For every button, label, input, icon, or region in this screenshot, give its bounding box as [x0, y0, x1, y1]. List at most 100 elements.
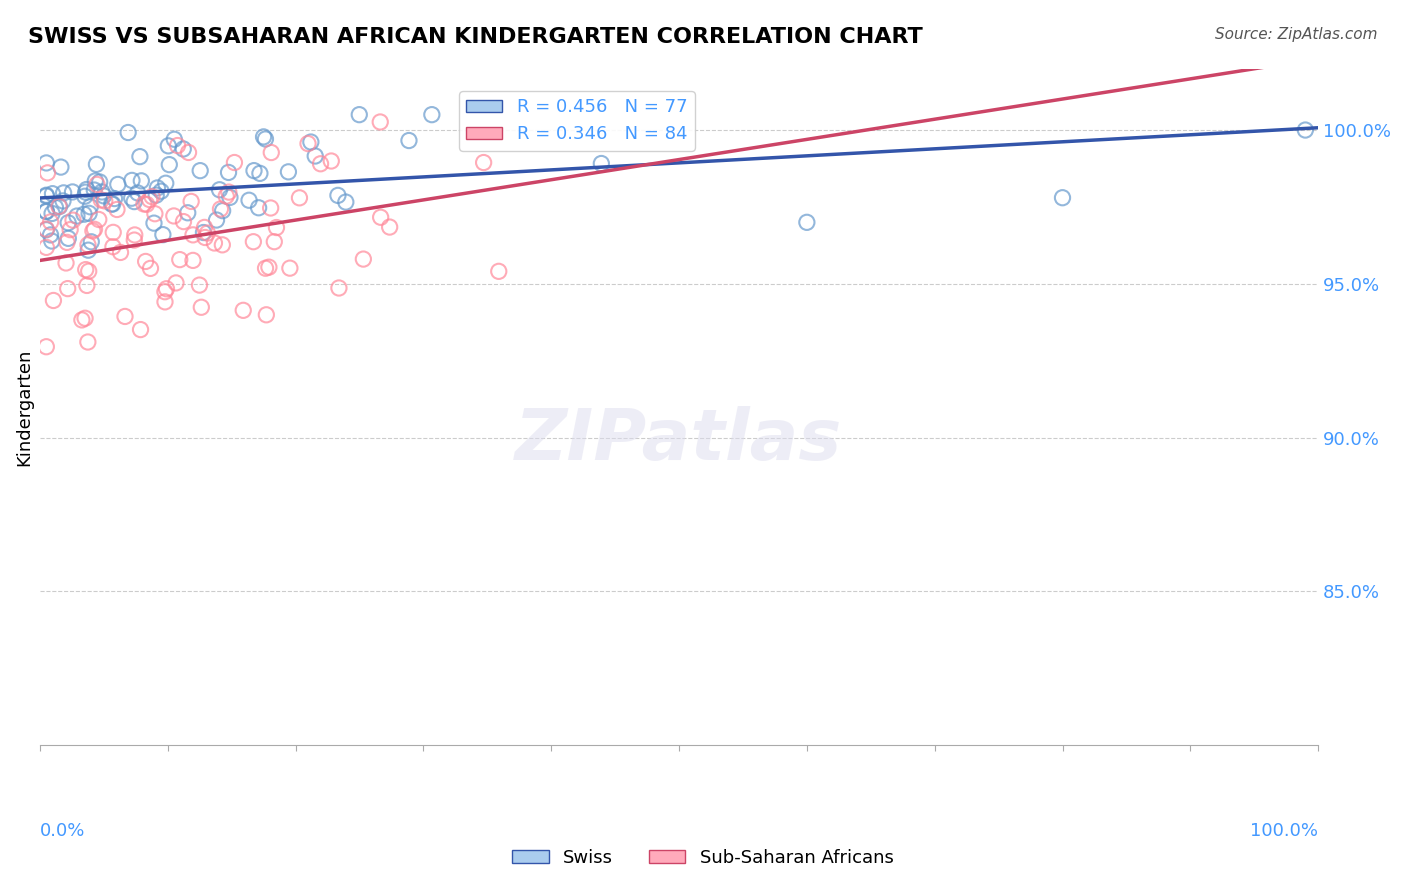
Point — [75, 185, 97, 199]
Point — [205, 213, 228, 227]
Point — [101, 240, 124, 254]
Point — [177, 206, 200, 220]
Point — [211, 237, 233, 252]
Point — [86, 178, 108, 192]
Point — [349, 108, 371, 122]
Point — [260, 201, 283, 215]
Point — [55, 256, 77, 270]
Point — [181, 227, 204, 242]
Point — [110, 245, 132, 260]
Point — [146, 181, 169, 195]
Point — [83, 222, 105, 236]
Point — [101, 197, 124, 211]
Point — [131, 174, 153, 188]
Point — [73, 207, 96, 221]
Point — [121, 191, 143, 205]
Point — [41, 234, 63, 248]
Point — [44, 200, 66, 214]
Text: 0.0%: 0.0% — [39, 822, 86, 840]
Point — [39, 215, 62, 229]
Point — [254, 261, 277, 276]
Point — [75, 262, 97, 277]
Point — [177, 145, 200, 160]
Point — [420, 108, 443, 122]
Point — [35, 189, 58, 203]
Point — [194, 230, 217, 244]
Point — [127, 186, 149, 200]
Point — [35, 223, 58, 237]
Point — [277, 165, 299, 179]
Point — [35, 222, 58, 236]
Point — [59, 222, 82, 236]
Point — [93, 189, 115, 203]
Point — [77, 243, 100, 257]
Point — [62, 185, 84, 199]
Point — [83, 183, 105, 197]
Point — [304, 149, 326, 163]
Point — [242, 235, 264, 249]
Point — [208, 183, 231, 197]
Point — [143, 207, 166, 221]
Point — [155, 176, 177, 190]
Point — [35, 204, 58, 219]
Point — [35, 204, 58, 219]
Point — [124, 233, 146, 247]
Point — [129, 150, 152, 164]
Point — [263, 235, 285, 249]
Point — [39, 227, 62, 242]
Point — [188, 278, 211, 293]
Point — [94, 194, 117, 208]
Text: ZIPatlas: ZIPatlas — [516, 406, 842, 475]
Point — [143, 216, 166, 230]
Point — [197, 226, 219, 240]
Point — [35, 188, 58, 202]
Point — [335, 195, 357, 210]
Point — [252, 129, 274, 144]
Point — [188, 163, 211, 178]
Point — [368, 115, 391, 129]
Point — [139, 261, 162, 276]
Point — [56, 235, 79, 250]
Point — [48, 199, 70, 213]
Point — [297, 136, 319, 151]
Point — [89, 175, 111, 189]
Point — [52, 194, 75, 208]
Point — [132, 197, 155, 211]
Point — [249, 166, 271, 180]
Point — [328, 281, 350, 295]
Point — [129, 322, 152, 336]
Point — [41, 186, 63, 201]
Point — [224, 155, 246, 169]
Point — [77, 237, 100, 252]
Point — [472, 155, 495, 169]
Legend: Swiss, Sub-Saharan Africans: Swiss, Sub-Saharan Africans — [505, 842, 901, 874]
Point — [173, 214, 195, 228]
Point — [42, 293, 65, 308]
Point — [218, 165, 240, 179]
Point — [266, 220, 288, 235]
Point — [70, 313, 93, 327]
Point — [157, 158, 180, 172]
Point — [180, 194, 202, 209]
Point — [796, 215, 818, 229]
Point — [80, 235, 103, 249]
Point — [145, 188, 167, 202]
Point — [288, 191, 311, 205]
Point — [152, 227, 174, 242]
Point — [181, 253, 204, 268]
Point — [209, 202, 232, 216]
Point — [124, 227, 146, 242]
Point — [76, 334, 98, 349]
Point — [56, 216, 79, 230]
Point — [398, 134, 420, 148]
Point — [211, 203, 233, 218]
Point — [49, 160, 72, 174]
Point — [82, 224, 104, 238]
Point — [190, 300, 212, 314]
Point — [90, 185, 112, 199]
Point — [58, 231, 80, 245]
Point — [254, 308, 277, 322]
Point — [56, 282, 79, 296]
Point — [247, 201, 270, 215]
Point — [77, 264, 100, 278]
